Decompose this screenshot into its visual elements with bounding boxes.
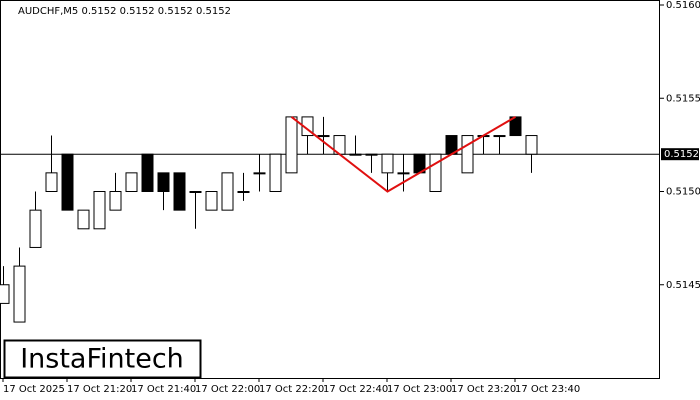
x-tick-label: 17 Oct 22:40 <box>323 384 388 395</box>
y-tick-label: 0.5160 <box>666 0 700 11</box>
candle-body <box>461 135 474 174</box>
candle-body <box>269 153 282 192</box>
x-tick-label: 17 Oct 21:20 <box>67 384 132 395</box>
candle-body <box>45 172 58 193</box>
candle-body <box>77 209 90 230</box>
candle-body <box>13 265 26 323</box>
y-tick-label: 0.5155 <box>666 93 700 104</box>
candle-body <box>109 191 122 211</box>
candle-body <box>493 135 506 138</box>
y-tick-label: 0.5145 <box>666 280 700 291</box>
candle-body <box>205 191 218 211</box>
x-tick-label: 17 Oct 22:00 <box>195 384 260 395</box>
candle-body <box>221 172 234 211</box>
candle-body <box>157 172 170 193</box>
candle-body <box>253 172 266 175</box>
candle-body <box>365 153 378 156</box>
plot-frame <box>0 0 660 379</box>
candle-body <box>29 209 42 248</box>
candle-body <box>173 172 186 211</box>
x-tick-label: 17 Oct 23:00 <box>387 384 452 395</box>
candle-body <box>381 153 394 174</box>
candle-body <box>125 172 138 193</box>
x-tick-label: 17 Oct 22:20 <box>259 384 324 395</box>
candle-body <box>237 191 250 193</box>
candle-body <box>525 135 538 155</box>
candle-body <box>317 135 330 138</box>
x-tick-label: 17 Oct 23:20 <box>451 384 516 395</box>
candle-body <box>349 153 362 156</box>
candle-body <box>93 191 106 230</box>
watermark-box <box>3 339 202 379</box>
candle-body <box>285 116 298 174</box>
pattern-line <box>290 116 517 193</box>
watermark: InstaFintech <box>20 344 184 375</box>
candle-body <box>429 153 442 192</box>
candle-body <box>0 284 10 304</box>
current-price-box <box>661 148 699 161</box>
candle-body <box>141 153 154 192</box>
x-tick-label: 17 Oct 21:40 <box>131 384 196 395</box>
candle-body <box>397 172 410 175</box>
y-tick-label: 0.5150 <box>666 187 700 198</box>
candle-body <box>189 191 202 193</box>
current-price-label: 0.5152 <box>664 149 699 160</box>
candle-body <box>61 153 74 211</box>
x-tick-label: 17 Oct 2025 <box>3 384 65 395</box>
chart-title: AUDCHF,M5 0.5152 0.5152 0.5152 0.5152 <box>18 6 231 17</box>
x-tick-label: 17 Oct 23:40 <box>515 384 580 395</box>
